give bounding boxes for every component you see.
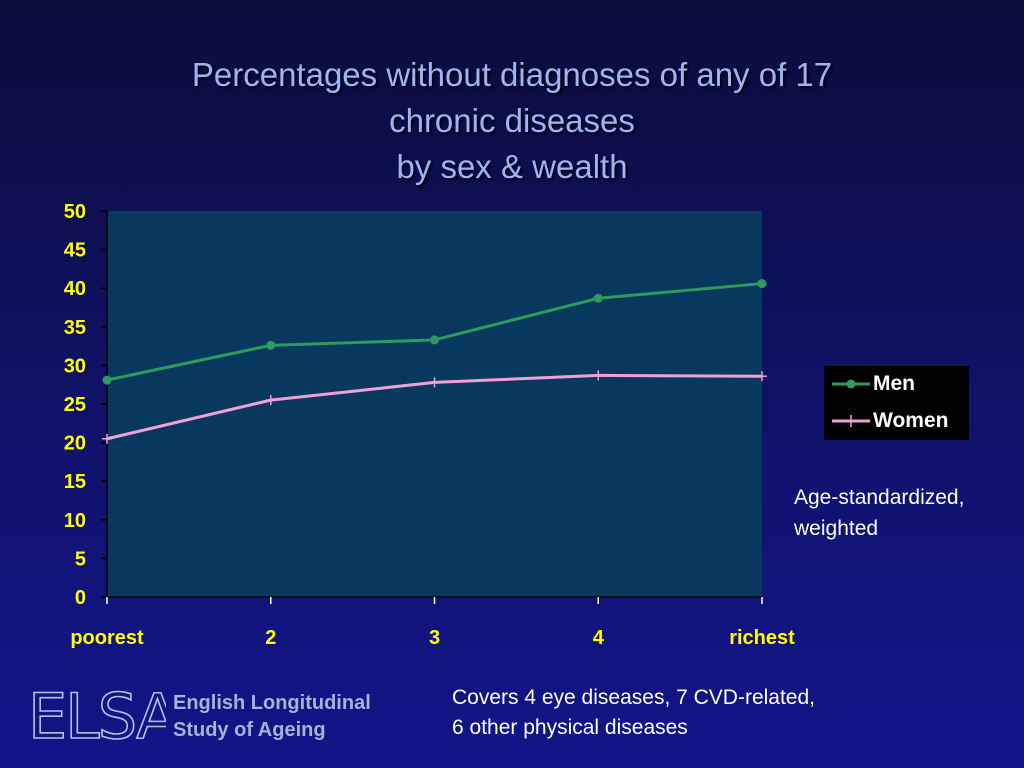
data-point-women xyxy=(429,377,440,388)
title-line-2: chronic diseases xyxy=(389,102,635,139)
data-point-men xyxy=(102,375,112,385)
y-tick-label: 25 xyxy=(64,394,86,416)
data-point-women xyxy=(102,433,112,444)
y-tick-label: 20 xyxy=(64,433,86,455)
data-point-men xyxy=(593,293,603,303)
x-tick-label: richest xyxy=(729,627,795,649)
slide-title: Percentages without diagnoses of any of … xyxy=(0,52,1024,190)
footer-note-line-2: 6 other physical diseases xyxy=(452,716,688,739)
x-tick-label: 4 xyxy=(593,627,605,649)
x-tick-label: poorest xyxy=(70,627,144,649)
x-tick-label: 2 xyxy=(265,627,276,649)
legend-label-women: Women xyxy=(873,409,949,432)
y-tick-label: 5 xyxy=(75,548,86,570)
legend-label-men: Men xyxy=(873,372,915,395)
footer-note-line-1: Covers 4 eye diseases, 7 CVD-related, xyxy=(452,686,815,709)
y-tick-label: 45 xyxy=(64,240,86,262)
elsa-logo: ELSA xyxy=(27,682,166,746)
age-standardized-note: Age-standardized, weighted xyxy=(794,486,965,540)
legend-item-women: Women xyxy=(824,405,969,439)
elsa-logo-mark: ELSA xyxy=(28,682,166,746)
title-line-3: by sex & wealth xyxy=(396,148,628,185)
y-tick-label: 35 xyxy=(64,317,86,339)
y-tick-label: 0 xyxy=(75,587,86,609)
legend-swatch-women xyxy=(832,415,870,427)
logo-caption-line-2: Study of Ageing xyxy=(173,719,326,741)
y-tick-label: 15 xyxy=(64,471,86,493)
logo-caption: English Longitudinal Study of Ageing xyxy=(173,690,371,744)
legend-item-men: Men xyxy=(824,368,969,402)
y-tick-label: 50 xyxy=(64,201,86,223)
y-tick-label: 10 xyxy=(64,510,86,532)
legend-swatch-men xyxy=(832,379,870,389)
x-tick-label: 3 xyxy=(429,627,440,649)
data-point-men xyxy=(430,335,439,345)
logo-caption-line-1: English Longitudinal xyxy=(173,692,371,714)
data-point-men xyxy=(757,279,767,289)
data-point-women xyxy=(265,395,276,406)
plot-area xyxy=(107,211,762,597)
chart-legend: Men Women xyxy=(824,366,969,440)
data-point-men xyxy=(266,340,276,350)
data-point-women xyxy=(757,371,767,382)
title-line-1: Percentages without diagnoses of any of … xyxy=(191,56,833,93)
disease-coverage-note: Covers 4 eye diseases, 7 CVD-related, 6 … xyxy=(452,683,972,743)
data-point-women xyxy=(593,370,604,381)
y-tick-label: 30 xyxy=(64,355,86,377)
y-tick-label: 40 xyxy=(64,278,86,300)
